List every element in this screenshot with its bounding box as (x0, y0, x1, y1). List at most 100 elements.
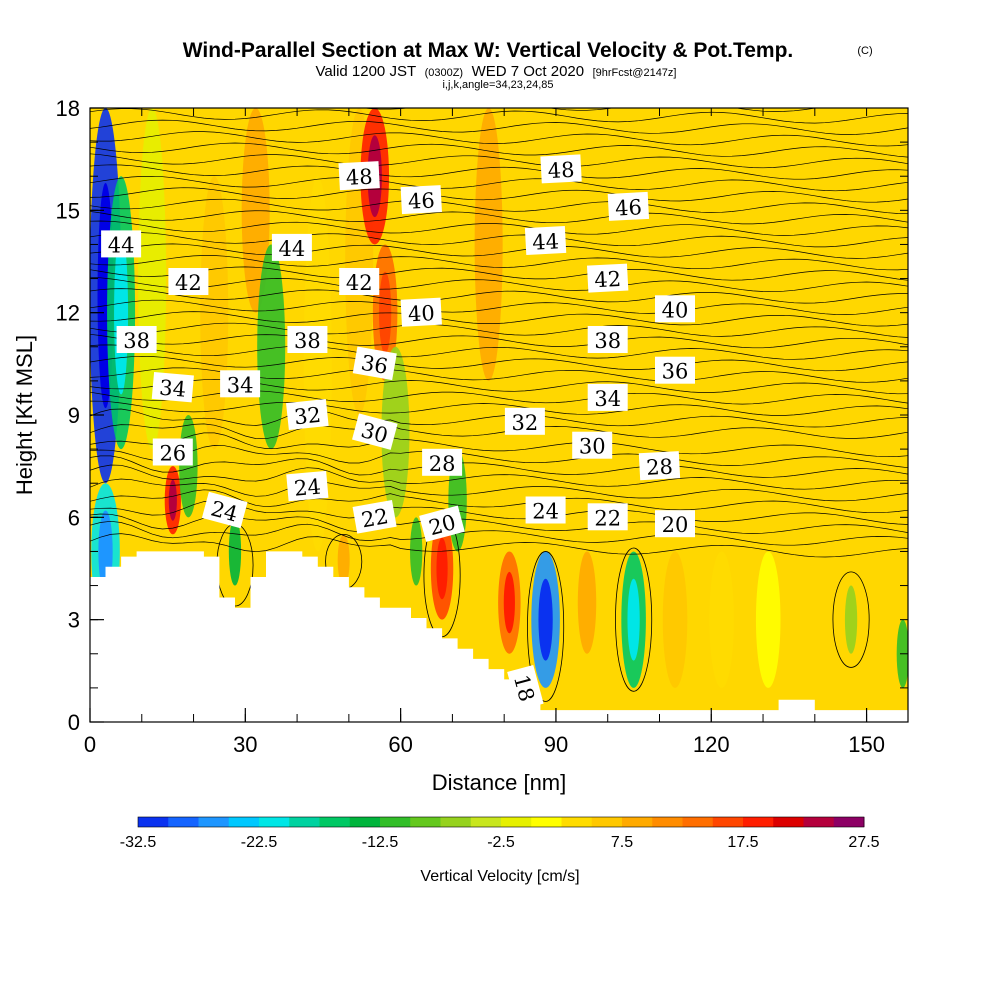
contour-label: 34 (587, 383, 628, 411)
velocity-cell (755, 551, 781, 688)
contour-label-text: 42 (175, 271, 202, 295)
contour-label-box (655, 356, 695, 384)
colorbar-swatch (652, 817, 683, 827)
contour-label-box (101, 230, 142, 258)
velocity-cell-core (436, 537, 448, 600)
velocity-cell-core (114, 230, 129, 395)
contour-label-box (638, 451, 681, 481)
contour-label-text: 42 (346, 271, 373, 295)
contour-label: 48 (540, 154, 582, 184)
contour-label-box (352, 413, 398, 450)
isentrope-line (90, 311, 908, 327)
y-tick-label: 18 (56, 96, 80, 121)
isentrope-line (90, 288, 908, 304)
isentrope-line (90, 164, 908, 180)
contour-label: 40 (655, 295, 695, 323)
closed-contour (615, 547, 653, 692)
colorbar-swatch (198, 817, 230, 827)
y-tick-label: 9 (68, 403, 80, 428)
isentrope-line (90, 175, 908, 192)
contour-label: 38 (116, 326, 157, 353)
velocity-cell (410, 517, 423, 586)
colorbar-tick-label: -12.5 (362, 834, 399, 851)
velocity-cell (257, 244, 286, 450)
contour-label-box (655, 510, 695, 538)
contour-label: 24 (525, 496, 566, 524)
colorbar-swatch (440, 817, 472, 827)
colorbar-swatch (833, 817, 865, 827)
colorbar-tick-label: 7.5 (611, 834, 633, 851)
contour-label-text: 40 (662, 298, 689, 322)
contour-label-box (352, 500, 397, 534)
velocity-cell (337, 534, 350, 586)
contour-label-box (352, 346, 397, 381)
contour-label: 40 (400, 297, 442, 327)
colorbar-swatch (168, 817, 199, 827)
y-tick-label: 15 (56, 198, 80, 223)
contour-label-text: 38 (123, 329, 150, 353)
contour-label: 36 (352, 346, 397, 381)
velocity-cell-core (503, 571, 515, 634)
contour-label-text: 22 (360, 504, 390, 532)
isentrope-line (90, 533, 908, 558)
contour-label-text: 32 (293, 403, 322, 430)
contour-label-text: 48 (547, 158, 575, 183)
contour-label: 30 (572, 431, 613, 459)
contour-label-box (419, 505, 465, 542)
x-tick-label: 0 (84, 732, 96, 757)
y-tick-label: 0 (68, 710, 80, 735)
colorbar-swatch (561, 817, 593, 827)
contour-label: 38 (287, 326, 328, 353)
contour-label: 28 (422, 448, 463, 476)
contour-label: 44 (101, 230, 142, 258)
colorbar-swatch (470, 817, 502, 827)
velocity-cell (303, 176, 332, 552)
contour-label-box (400, 185, 442, 215)
closed-contour (527, 551, 565, 702)
isentrope-line (90, 322, 908, 338)
subtitle-forecast: [9hrFcst@2147z] (593, 67, 677, 79)
contour-label: 42 (586, 263, 629, 293)
contour-label-text: 20 (662, 513, 689, 537)
subtitle-date: WED 7 Oct 2020 (472, 63, 585, 80)
closed-contour (832, 571, 870, 668)
contour-label-box (655, 295, 695, 323)
subtitle-utc: (0300Z) (425, 67, 464, 79)
colorbar-tick-label: 27.5 (848, 834, 879, 851)
isentrope-line (90, 266, 908, 281)
contour-label-text: 36 (359, 351, 389, 379)
isentrope-line (90, 408, 908, 428)
isentrope-line (90, 520, 908, 546)
contour-label-text: 36 (662, 360, 689, 384)
isentrope-line (90, 108, 908, 124)
colorbar-swatch (773, 817, 804, 827)
contour-label-box (338, 161, 380, 191)
isentrope-line (90, 131, 908, 147)
x-tick-label: 120 (693, 732, 730, 757)
velocity-cell (844, 585, 858, 654)
contour-label-text: 46 (407, 188, 435, 213)
contour-label-text: 48 (345, 165, 373, 190)
colorbar-tick-label: -32.5 (120, 834, 157, 851)
contour-label-text: 28 (429, 452, 456, 476)
contour-label-box (607, 191, 650, 221)
contour-label-box (168, 268, 209, 295)
isentrope-line (90, 455, 908, 478)
contour-label: 36 (655, 356, 695, 384)
colorbar-label: Vertical Velocity [cm/s] (420, 868, 579, 885)
colorbar-swatch (622, 817, 653, 827)
velocity-cell-core (627, 578, 640, 661)
contour-label-text: 28 (646, 455, 674, 480)
contour-label-text: 44 (108, 233, 135, 257)
x-tick-label: 90 (544, 732, 568, 757)
colorbar-swatch (531, 817, 562, 827)
contour-label-text: 40 (407, 301, 435, 326)
isentrope-line (90, 478, 908, 502)
colorbar-swatch (380, 817, 411, 827)
contour-label-box (152, 438, 193, 466)
velocity-cell-core (538, 578, 553, 661)
subtitle-prefix: Valid 1200 JST (316, 63, 417, 80)
isentrope-line (90, 119, 908, 135)
